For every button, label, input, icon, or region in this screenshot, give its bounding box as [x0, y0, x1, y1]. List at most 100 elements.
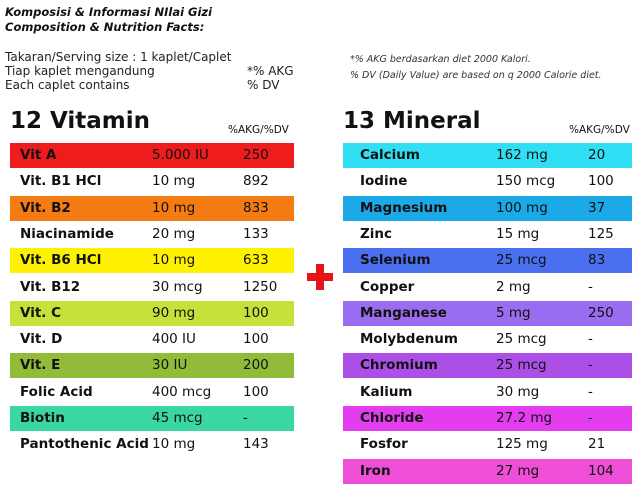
- amount: 5.000 IU: [152, 147, 209, 163]
- percent-value: 83: [588, 252, 606, 269]
- nutrient-name: Iodine: [360, 173, 408, 190]
- percent-value: 833: [243, 199, 269, 216]
- percent-value: 21: [588, 436, 606, 453]
- percent-value: 250: [243, 147, 269, 163]
- amount: 10 mg: [152, 436, 196, 453]
- note: % DV (Daily Value) are based on q 2000 C…: [350, 70, 602, 81]
- amount: 100 mg: [496, 199, 548, 216]
- table-row: Vit. B2 10 mg 833: [10, 195, 294, 221]
- serving-size: Takaran/Serving size : 1 kaplet/Caplet: [5, 50, 232, 64]
- column-header: %AKG/%DV: [228, 124, 289, 136]
- table-row: Calcium 162 mg 20: [343, 143, 632, 168]
- section-title: 12 Vitamin: [10, 108, 151, 134]
- table-row: Copper 2 mg -: [343, 275, 632, 300]
- nutrient-name: Niacinamide: [20, 225, 114, 242]
- percent-value: 37: [588, 199, 606, 216]
- percent-value: 100: [243, 383, 269, 400]
- amount: 25 mcg: [496, 252, 547, 269]
- section-title: 13 Mineral: [343, 108, 481, 134]
- serving-per: Tiap kaplet mengandung: [5, 64, 155, 78]
- nutrient-name: Biotin: [20, 410, 65, 426]
- nutrient-name: Vit. B2: [20, 199, 71, 216]
- table-row: Niacinamide 20 mg 133: [10, 222, 294, 247]
- percent-value: -: [588, 278, 593, 295]
- amount: 162 mg: [496, 147, 548, 163]
- amount: 90 mg: [152, 304, 196, 321]
- table-row: Biotin 45 mcg -: [10, 406, 294, 431]
- nutrient-name: Vit. C: [20, 304, 62, 321]
- table-row: Zinc 15 mg 125: [343, 222, 632, 247]
- nutrient-name: Folic Acid: [20, 383, 93, 400]
- amount: 125 mg: [496, 436, 548, 453]
- amount: 45 mcg: [152, 410, 203, 426]
- nutrient-name: Molybdenum: [360, 331, 458, 348]
- amount: 30 mg: [496, 383, 540, 400]
- amount: 20 mg: [152, 225, 196, 242]
- amount: 2 mg: [496, 278, 531, 295]
- amount: 30 mcg: [152, 278, 203, 295]
- amount: 400 IU: [152, 331, 196, 348]
- table-row: Selenium 25 mcg 83: [343, 248, 632, 274]
- nutrient-name: Manganese: [360, 304, 447, 321]
- nutrient-name: Pantothenic Acid: [20, 436, 149, 453]
- table-row: Chromium 25 mcg -: [343, 353, 632, 379]
- percent-value: 892: [243, 173, 269, 190]
- amount: 15 mg: [496, 225, 540, 242]
- nutrient-name: Vit. B6 HCl: [20, 252, 102, 269]
- subtitle: Composition & Nutrition Facts:: [5, 20, 205, 34]
- table-row: Iron 27 mg 104: [343, 458, 632, 484]
- percent-value: 250: [588, 304, 614, 321]
- percent-value: 100: [588, 173, 614, 190]
- table-row: Pantothenic Acid 10 mg 143: [10, 432, 294, 457]
- amount: 25 mcg: [496, 357, 547, 374]
- table-row: Vit. D 400 IU 100: [10, 327, 294, 352]
- table-row: Vit. B1 HCl 10 mg 892: [10, 169, 294, 194]
- percent-value: 1250: [243, 278, 278, 295]
- percent-value: 200: [243, 357, 269, 374]
- nutrient-name: Selenium: [360, 252, 431, 269]
- nutrient-name: Kalium: [360, 383, 413, 400]
- nutrient-name: Zinc: [360, 225, 393, 242]
- nutrient-name: Magnesium: [360, 199, 448, 216]
- plus-icon: [307, 264, 333, 290]
- table-row: Vit. B12 30 mcg 1250: [10, 275, 294, 300]
- table-row: Magnesium 100 mg 37: [343, 195, 632, 221]
- percent-value: -: [243, 410, 248, 426]
- amount: 10 mg: [152, 199, 196, 216]
- percent-value: -: [588, 383, 593, 400]
- percent-value: 104: [588, 462, 614, 479]
- amount: 27.2 mg: [496, 410, 553, 426]
- column-header: %AKG/%DV: [569, 124, 630, 136]
- amount: 27 mg: [496, 462, 540, 479]
- nutrient-name: Iron: [360, 462, 391, 479]
- amount: 10 mg: [152, 173, 196, 190]
- table-row: Manganese 5 mg 250: [343, 300, 632, 326]
- note: *% AKG berdasarkan diet 2000 Kalori.: [350, 54, 531, 65]
- nutrient-name: Chromium: [360, 357, 438, 374]
- nutrient-name: Chloride: [360, 410, 424, 426]
- nutrient-name: Fosfor: [360, 436, 408, 453]
- percent-value: -: [588, 357, 593, 374]
- nutrient-name: Vit. B1 HCl: [20, 173, 102, 190]
- percent-value: -: [588, 331, 593, 348]
- nutrient-name: Vit. B12: [20, 278, 81, 295]
- nutrient-name: Copper: [360, 278, 415, 295]
- amount: 400 mcg: [152, 383, 212, 400]
- table-row: Molybdenum 25 mcg -: [343, 327, 632, 352]
- nutrient-name: Vit A: [20, 147, 57, 163]
- table-row: Fosfor 125 mg 21: [343, 432, 632, 457]
- table-row: Iodine 150 mcg 100: [343, 169, 632, 194]
- amount: 150 mcg: [496, 173, 556, 190]
- percent-value: 143: [243, 436, 269, 453]
- table-row: Vit A 5.000 IU 250: [10, 143, 294, 168]
- dv-label: % DV: [247, 78, 280, 92]
- amount: 5 mg: [496, 304, 531, 321]
- amount: 30 IU: [152, 357, 188, 374]
- serving-per: Each caplet contains: [5, 78, 130, 92]
- table-row: Vit. C 90 mg 100: [10, 300, 294, 326]
- table-row: Vit. E 30 IU 200: [10, 353, 294, 379]
- table-row: Kalium 30 mg -: [343, 380, 632, 405]
- table-row: Vit. B6 HCl 10 mg 633: [10, 248, 294, 274]
- nutrient-name: Calcium: [360, 147, 420, 163]
